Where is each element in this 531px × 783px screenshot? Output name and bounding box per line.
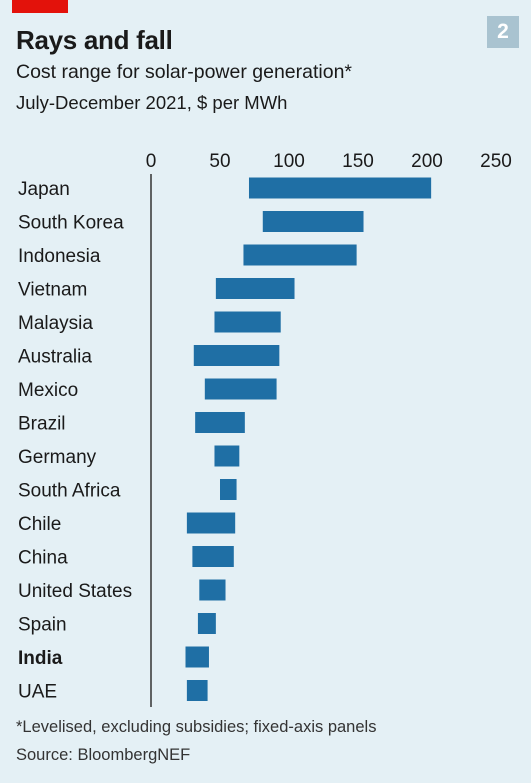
category-label: India (18, 648, 63, 669)
bar-chile (186, 512, 236, 534)
category-labels: Japan South Korea Indonesia Vietnam Malaysia… (18, 179, 132, 703)
bar-india (185, 646, 209, 668)
category-label: Malaysia (18, 313, 93, 334)
bar-malaysia (214, 311, 281, 333)
chart-subtitle: Cost range for solar-power generation* (16, 61, 353, 83)
bar-uae (186, 680, 208, 701)
bar-south-korea (262, 211, 364, 232)
category-label: China (18, 548, 68, 569)
category-label: Mexico (18, 380, 78, 401)
x-axis-ticks: 0 50 100 150 200 250 (146, 151, 512, 172)
category-label: Japan (18, 179, 70, 200)
bar-germany (214, 445, 240, 467)
category-label: South Africa (18, 481, 121, 502)
range-bar-chart: 0 50 100 150 200 250 Japan South Korea Indonesi… (18, 151, 512, 707)
category-label: South Korea (18, 213, 124, 234)
x-tick-label: 50 (209, 151, 230, 172)
brand-tag (12, 0, 68, 13)
category-label: Indonesia (18, 246, 101, 267)
x-tick-label: 100 (273, 151, 305, 172)
footnote: *Levelised, excluding subsidies; fixed-a… (16, 718, 377, 736)
bar-south-africa (220, 479, 237, 500)
x-tick-label: 0 (146, 151, 157, 172)
bar-japan (248, 177, 432, 199)
bar-mexico (204, 378, 277, 400)
x-tick-label: 250 (480, 151, 512, 172)
category-label: Australia (18, 347, 92, 368)
bar-spain (197, 613, 216, 634)
chart-number-badge: 2 (487, 16, 519, 48)
category-label: United States (18, 581, 132, 602)
x-tick-label: 200 (411, 151, 443, 172)
source-note: Source: BloombergNEF (16, 746, 191, 764)
bar-vietnam (215, 278, 295, 299)
category-label: UAE (18, 682, 57, 703)
bar-australia (193, 345, 280, 366)
category-label: Spain (18, 615, 67, 636)
bar-china (192, 546, 234, 567)
bar-brazil (195, 412, 245, 433)
bar-indonesia (243, 244, 357, 266)
category-label: Chile (18, 514, 61, 535)
category-label: Germany (18, 447, 97, 468)
category-label: Brazil (18, 414, 66, 435)
chart-title: Rays and fall (16, 25, 173, 55)
x-tick-label: 150 (342, 151, 374, 172)
bar-united-states (199, 579, 226, 601)
chart-units: July-December 2021, $ per MWh (16, 92, 288, 113)
category-label: Vietnam (18, 280, 87, 301)
bars (185, 177, 432, 701)
